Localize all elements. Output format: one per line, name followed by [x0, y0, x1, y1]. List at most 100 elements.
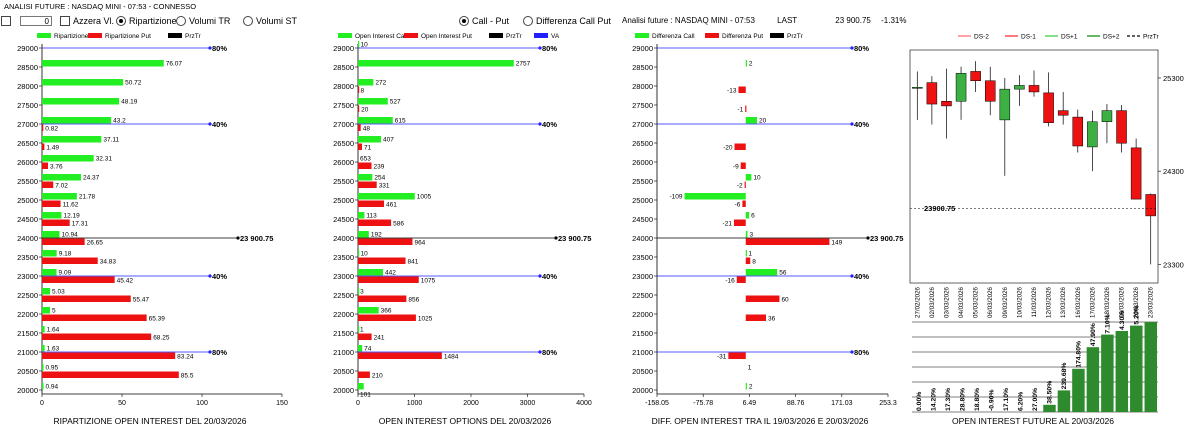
chart-differenza-reference-label: 40%: [854, 272, 869, 281]
radio-diff-call-put[interactable]: Differenza Call Put: [523, 16, 611, 26]
chart-open_interest-bar-call: [358, 60, 514, 67]
chart-ripartizione-bar-put: [42, 219, 70, 226]
chart-pct-bar: [1101, 334, 1114, 412]
chart-open_interest-bar-call-label: 527: [390, 99, 401, 106]
last-value: 23 900.75: [835, 16, 871, 25]
chart-pct-bar: [1043, 404, 1056, 412]
chart-differenza-bar-call: [684, 193, 746, 200]
chart-open_interest-bar-put: [358, 238, 413, 245]
chart-open_interest-bar-call-label: 366: [381, 308, 392, 315]
chart-open_interest-bar-put-label: 101: [360, 392, 371, 399]
chart-ripartizione-bar-put-label: 11.62: [63, 202, 79, 209]
chart-ripartizione-bar-put-label: 55.47: [133, 297, 150, 304]
chart-ripartizione-y-tick-label: 21000: [17, 348, 38, 357]
chart-open_interest-y-tick-label: 23500: [333, 253, 354, 262]
chart-pct-value-label: 27.00%: [1032, 388, 1039, 411]
radio-diff-call-put-dot[interactable]: [523, 16, 533, 26]
chart-differenza-bar-put: [736, 276, 746, 283]
chart-open_interest-y-tick-label: 21500: [333, 329, 354, 338]
toggle-checkbox[interactable]: [1, 16, 11, 26]
chart-differenza-bar-call-label: 3: [749, 232, 753, 239]
chart-open_interest-bar-put: [358, 257, 406, 264]
chart-ripartizione-bar-call-label: 10.94: [62, 232, 79, 239]
radio-volumi-tr[interactable]: Volumi TR: [176, 16, 230, 26]
chart-differenza-y-tick-label: 20500: [632, 367, 653, 376]
chart-differenza-bar-call-label: 56: [779, 270, 787, 277]
radio-ripartizione[interactable]: Ripartizione: [116, 16, 177, 26]
chart-ripartizione-reference-dot: [208, 122, 212, 126]
chart-ripartizione-bar-call: [42, 288, 51, 295]
chart-differenza-bar-put-label: -31: [717, 354, 727, 361]
chart-differenza-x-tick-label: 171.03: [831, 400, 853, 407]
chart-open_interest-bar-put: [358, 314, 416, 321]
chart-open_interest-bar-put-label: 241: [374, 335, 385, 342]
chart-ripartizione-bar-call-label: 12.19: [64, 213, 81, 220]
chart-open_interest-bar-call-label: 10: [361, 42, 369, 49]
chart-ripartizione-y-tick-label: 26500: [17, 139, 38, 148]
chart-differenza-reference-dot: [850, 122, 854, 126]
chart-pct-bar: [1072, 368, 1085, 412]
chart-ripartizione-bar-put-label: 0.82: [45, 126, 58, 133]
chart-open_interest-bar-put-label: 8: [360, 88, 364, 95]
chart-open_interest-legend-swatch: [489, 33, 503, 38]
chart-open_interest-y-tick-label: 27500: [333, 101, 354, 110]
chart-differenza-bar-call-label: 1: [748, 365, 752, 372]
chart-open_interest-legend-label: PrzTr: [506, 33, 522, 40]
chart-ripartizione-bar-call-label: 9.09: [59, 270, 72, 277]
chart-open_interest-bar-put-label: 20: [361, 107, 369, 114]
radio-ripartizione-dot[interactable]: [116, 16, 126, 26]
chart-ripartizione-x-tick-label: 100: [196, 400, 208, 407]
chart-differenza-legend-swatch: [635, 33, 649, 38]
chart-ripartizione-y-tick-label: 25000: [17, 196, 38, 205]
chart-candles-y-tick-label: 24300: [1163, 167, 1184, 176]
chart-differenza-legend-label: Differenza Call: [652, 33, 695, 40]
radio-volumi-st[interactable]: Volumi ST: [243, 16, 297, 26]
radio-volumi-tr-dot[interactable]: [176, 16, 186, 26]
chart-ripartizione-reference-label: 80%: [212, 44, 227, 53]
chart-differenza-bar-put: [745, 314, 766, 321]
chart-candles-body: [1028, 85, 1040, 93]
chart-differenza-bar-put: [742, 200, 746, 207]
chart-ripartizione-bar-call-label: 24.37: [83, 175, 100, 182]
chart-open_interest-bar-call-label: 2757: [516, 61, 531, 68]
chart-candles-date-label: 16/03/2026: [1075, 286, 1082, 318]
azzera-checkbox[interactable]: Azzera Vl.: [60, 16, 114, 26]
chart-differenza-reference-dot: [850, 46, 854, 50]
radio-call-put-dot[interactable]: [459, 16, 469, 26]
chart-open_interest-legend-swatch: [338, 33, 352, 38]
radio-volumi-st-dot[interactable]: [243, 16, 253, 26]
chart-open_interest-bar-call: [358, 326, 360, 333]
chart-open_interest-x-tick-label: 2000: [463, 400, 479, 407]
chart-open_interest-y-tick-label: 26500: [333, 139, 354, 148]
chart-open_interest-bar-call: [358, 383, 364, 390]
radio-call-put[interactable]: Call - Put: [459, 16, 509, 26]
radio-diff-call-put-label: Differenza Call Put: [536, 16, 611, 26]
chart-differenza-reference-label: 40%: [854, 120, 869, 129]
chart-pct-value-label: 0.00%: [916, 392, 923, 411]
counter-input[interactable]: 0: [20, 16, 52, 26]
chart-open_interest-bar-call-label: 407: [383, 137, 394, 144]
chart-open_interest-bar-put-label: 1484: [444, 354, 459, 361]
chart-ripartizione-bar-call: [42, 269, 57, 276]
chart-open_interest-bar-call: [358, 41, 360, 48]
chart-open_interest-bar-call-label: 113: [366, 213, 377, 220]
chart-candles-legend-label: PrzTr: [1143, 34, 1159, 41]
chart-open_interest-bar-put-label: 1075: [421, 278, 436, 285]
chart-differenza-bar-call: [745, 231, 748, 238]
chart-pct-bar: [1144, 322, 1157, 412]
chart-ripartizione-reference-label: 23 900.75: [240, 234, 273, 243]
chart-ripartizione-legend-swatch: [37, 33, 51, 38]
chart-differenza-bar-put: [733, 219, 746, 226]
azzera-checkbox-box[interactable]: [60, 16, 70, 26]
chart-ripartizione-legend-swatch: [168, 33, 182, 38]
chart-candles-body: [1116, 110, 1127, 144]
chart-differenza-bar-put: [745, 257, 751, 264]
chart-open_interest-reference-dot: [538, 122, 542, 126]
chart-differenza-reference-label: 80%: [854, 348, 869, 357]
chart-differenza-reference-dot: [850, 274, 854, 278]
chart-open_interest-y-tick-label: 28500: [333, 63, 354, 72]
chart-open_interest-bar-call-label: 74: [364, 346, 372, 353]
chart-candles-body: [912, 87, 923, 89]
chart-pct-value-label: 4.30%: [1119, 311, 1126, 330]
chart-candles-body: [1014, 85, 1025, 90]
